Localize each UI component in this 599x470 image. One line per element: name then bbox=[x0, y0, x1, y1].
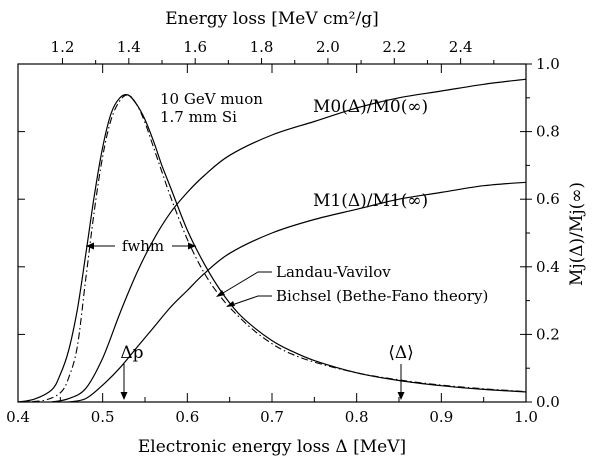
top-axis-ticks: 1.2 1.4 1.6 1.8 2.0 2.2 2.4 bbox=[51, 38, 495, 64]
x-top-tick-label: 1.8 bbox=[250, 38, 274, 56]
x-tick-label: 0.7 bbox=[260, 408, 284, 426]
delta-p-marker: Δp bbox=[120, 343, 144, 400]
x-top-tick-label: 2.0 bbox=[316, 38, 340, 56]
bichsel-legend-label: Bichsel (Bethe-Fano theory) bbox=[276, 287, 488, 305]
annotation-particle: 10 GeV muon bbox=[160, 90, 263, 108]
landau-legend-label: Landau-Vavilov bbox=[276, 263, 391, 281]
x-top-tick-label: 2.4 bbox=[449, 38, 473, 56]
x-tick-label: 0.5 bbox=[91, 408, 115, 426]
mean-delta-marker: ⟨Δ⟩ bbox=[388, 343, 414, 400]
series-line-m0-m0 bbox=[51, 78, 527, 403]
fwhm-marker: fwhm bbox=[86, 237, 196, 255]
series-line-m1-m1 bbox=[68, 181, 527, 403]
y-right-tick-label: 0.0 bbox=[536, 393, 560, 411]
x-top-tick-label: 2.2 bbox=[382, 38, 406, 56]
y-right-tick-label: 0.8 bbox=[536, 123, 560, 141]
y-right-tick-label: 0.2 bbox=[536, 325, 560, 343]
y-right-tick-label: 0.6 bbox=[536, 190, 560, 208]
m0-label: M0(Δ)/M0(∞) bbox=[313, 97, 428, 117]
y-right-tick-label: 1.0 bbox=[536, 55, 560, 73]
x-top-tick-label: 1.6 bbox=[183, 38, 207, 56]
series-line-landau-vavilov bbox=[17, 94, 527, 403]
x-top-tick-label: 1.4 bbox=[117, 38, 141, 56]
x-axis-top-title: Energy loss [MeV cm²/g] bbox=[165, 9, 378, 29]
x-tick-label: 0.4 bbox=[6, 408, 30, 426]
delta-p-label: Δp bbox=[120, 343, 143, 363]
landau-legend: Landau-Vavilov bbox=[216, 263, 391, 297]
bottom-axis-ticks: 0.4 0.5 0.6 0.7 0.8 0.9 1.0 bbox=[6, 64, 538, 426]
m1-label: M1(Δ)/M1(∞) bbox=[313, 191, 428, 211]
left-axis-ticks bbox=[18, 63, 25, 403]
series-lines bbox=[17, 78, 527, 403]
x-top-tick-label: 1.2 bbox=[51, 38, 75, 56]
x-tick-label: 0.9 bbox=[429, 408, 453, 426]
right-axis-ticks: 0.0 0.2 0.4 0.6 0.8 1.0 bbox=[520, 55, 560, 411]
bichsel-legend: Bichsel (Bethe-Fano theory) bbox=[226, 287, 488, 307]
y-right-tick-label: 0.4 bbox=[536, 258, 560, 276]
mean-delta-label: ⟨Δ⟩ bbox=[388, 343, 414, 363]
x-tick-label: 1.0 bbox=[514, 408, 538, 426]
x-tick-label: 0.8 bbox=[345, 408, 369, 426]
y-axis-right-title: Mj(Δ)/Mj(∞) bbox=[567, 182, 587, 286]
x-tick-label: 0.6 bbox=[175, 408, 199, 426]
x-axis-title: Electronic energy loss Δ [MeV] bbox=[138, 437, 406, 457]
series-line-bichsel-bethe-fano-theory bbox=[17, 94, 527, 403]
annotation-absorber: 1.7 mm Si bbox=[160, 108, 237, 126]
fwhm-label: fwhm bbox=[122, 237, 164, 255]
